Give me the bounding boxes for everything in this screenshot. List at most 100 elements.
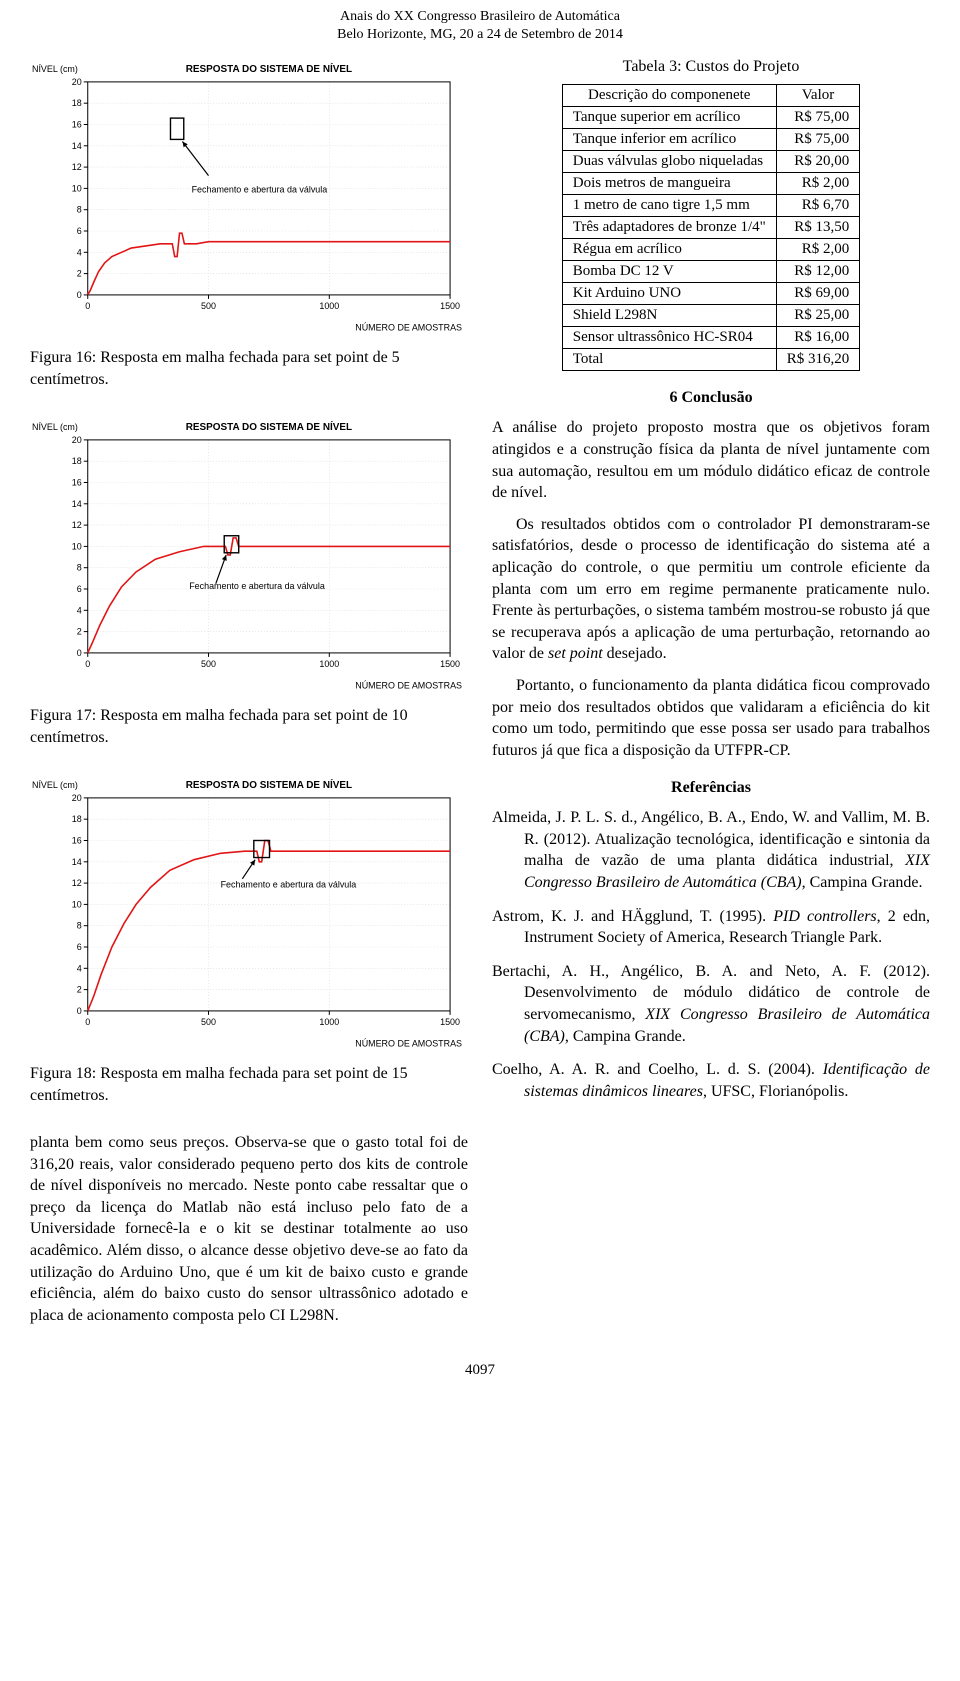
table-row: Bomba DC 12 VR$ 12,00 (562, 261, 860, 283)
svg-text:10: 10 (72, 184, 82, 194)
right-column: Tabela 3: Custos do Projeto Descrição do… (492, 58, 930, 1336)
svg-text:0: 0 (77, 648, 82, 658)
svg-text:RESPOSTA DO SISTEMA DE NÍVEL: RESPOSTA DO SISTEMA DE NÍVEL (186, 780, 352, 791)
reference-item: Astrom, K. J. and HÄgglund, T. (1995). P… (492, 906, 930, 949)
conclusion-p3: Portanto, o funcionamento da planta didá… (492, 675, 930, 761)
svg-text:20: 20 (72, 435, 82, 445)
table-cell-value: R$ 6,70 (776, 195, 860, 217)
svg-text:8: 8 (77, 563, 82, 573)
svg-text:16: 16 (72, 478, 82, 488)
svg-text:18: 18 (72, 456, 82, 466)
svg-text:2: 2 (77, 269, 82, 279)
svg-text:1500: 1500 (440, 301, 460, 311)
table-3-costs: Descrição do componenete Valor Tanque su… (562, 84, 861, 371)
table-cell-value: R$ 75,00 (776, 129, 860, 151)
table-3-head-desc: Descrição do componenete (562, 85, 776, 107)
svg-text:12: 12 (72, 520, 82, 530)
svg-text:6: 6 (77, 226, 82, 236)
svg-text:10: 10 (72, 542, 82, 552)
svg-text:500: 500 (201, 1017, 216, 1027)
table-row: Shield L298NR$ 25,00 (562, 305, 860, 327)
table-cell-desc: Dois metros de mangueira (562, 173, 776, 195)
svg-text:8: 8 (77, 205, 82, 215)
svg-text:0: 0 (85, 659, 90, 669)
table-cell-desc: Tanque inferior em acrílico (562, 129, 776, 151)
svg-text:20: 20 (72, 77, 82, 87)
reference-item: Almeida, J. P. L. S. d., Angélico, B. A.… (492, 807, 930, 893)
table-cell-desc: Duas válvulas globo niqueladas (562, 151, 776, 173)
svg-text:10: 10 (72, 900, 82, 910)
svg-text:18: 18 (72, 99, 82, 109)
table-cell-desc: Régua em acrílico (562, 239, 776, 261)
table-cell-value: R$ 13,50 (776, 217, 860, 239)
svg-text:1500: 1500 (440, 659, 460, 669)
table-cell-desc: Tanque superior em acrílico (562, 107, 776, 129)
table-3-title: Tabela 3: Custos do Projeto (492, 58, 930, 76)
reference-item: Bertachi, A. H., Angélico, B. A. and Net… (492, 961, 930, 1047)
table-cell-value: R$ 2,00 (776, 239, 860, 261)
svg-text:Fechamento e abertura da válvu: Fechamento e abertura da válvula (192, 185, 328, 195)
svg-text:18: 18 (72, 814, 82, 824)
table-row: Sensor ultrassônico HC-SR04R$ 16,00 (562, 327, 860, 349)
figure-16-caption: Figura 16: Resposta em malha fechada par… (30, 347, 468, 390)
table-cell-desc: Shield L298N (562, 305, 776, 327)
table-row: Tanque superior em acrílicoR$ 75,00 (562, 107, 860, 129)
table-row: TotalR$ 316,20 (562, 349, 860, 371)
table-cell-value: R$ 25,00 (776, 305, 860, 327)
table-row: Dois metros de mangueiraR$ 2,00 (562, 173, 860, 195)
svg-text:1000: 1000 (319, 301, 339, 311)
svg-text:4: 4 (77, 963, 82, 973)
svg-text:16: 16 (72, 120, 82, 130)
svg-text:500: 500 (201, 659, 216, 669)
table-cell-value: R$ 16,00 (776, 327, 860, 349)
table-cell-value: R$ 2,00 (776, 173, 860, 195)
svg-text:8: 8 (77, 921, 82, 931)
table-cell-desc: Três adaptadores de bronze 1/4" (562, 217, 776, 239)
table-row: Kit Arduino UNOR$ 69,00 (562, 283, 860, 305)
svg-text:20: 20 (72, 793, 82, 803)
figure-17-chart: 02468101214161820050010001500Fechamento … (30, 416, 468, 695)
svg-text:RESPOSTA DO SISTEMA DE NÍVEL: RESPOSTA DO SISTEMA DE NÍVEL (186, 422, 352, 433)
svg-text:16: 16 (72, 836, 82, 846)
table-cell-value: R$ 316,20 (776, 349, 860, 371)
table-3-head-valor: Valor (776, 85, 860, 107)
svg-text:NÍVEL (cm): NÍVEL (cm) (32, 64, 78, 74)
svg-text:4: 4 (77, 248, 82, 258)
reference-item: Coelho, A. A. R. and Coelho, L. d. S. (2… (492, 1059, 930, 1102)
table-row: 1 metro de cano tigre 1,5 mmR$ 6,70 (562, 195, 860, 217)
svg-text:NÚMERO DE AMOSTRAS: NÚMERO DE AMOSTRAS (355, 323, 462, 333)
page-number: 4097 (30, 1362, 930, 1379)
table-cell-value: R$ 69,00 (776, 283, 860, 305)
table-cell-desc: Bomba DC 12 V (562, 261, 776, 283)
svg-text:1000: 1000 (319, 1017, 339, 1027)
conclusion-p2: Os resultados obtidos com o controlador … (492, 514, 930, 665)
svg-text:Fechamento e abertura da válvu: Fechamento e abertura da válvula (189, 581, 325, 591)
svg-text:12: 12 (72, 878, 82, 888)
svg-text:1500: 1500 (440, 1017, 460, 1027)
table-row: Régua em acrílicoR$ 2,00 (562, 239, 860, 261)
table-cell-desc: Sensor ultrassônico HC-SR04 (562, 327, 776, 349)
left-continuation-paragraph: planta bem como seus preços. Observa-se … (30, 1132, 468, 1326)
two-column-layout: 02468101214161820050010001500Fechamento … (30, 58, 930, 1336)
table-cell-desc: Kit Arduino UNO (562, 283, 776, 305)
svg-text:1000: 1000 (319, 659, 339, 669)
figure-17-caption: Figura 17: Resposta em malha fechada par… (30, 705, 468, 748)
svg-text:0: 0 (85, 1017, 90, 1027)
svg-text:500: 500 (201, 301, 216, 311)
left-column: 02468101214161820050010001500Fechamento … (30, 58, 468, 1336)
svg-text:NÍVEL (cm): NÍVEL (cm) (32, 780, 78, 790)
conclusion-p1: A análise do projeto proposto mostra que… (492, 417, 930, 503)
section-conclusion-title: 6 Conclusão (492, 389, 930, 407)
header-line2: Belo Horizonte, MG, 20 a 24 de Setembro … (30, 26, 930, 44)
figure-16-chart: 02468101214161820050010001500Fechamento … (30, 58, 468, 337)
running-header: Anais do XX Congresso Brasileiro de Auto… (30, 0, 930, 58)
header-line1: Anais do XX Congresso Brasileiro de Auto… (30, 8, 930, 26)
svg-text:6: 6 (77, 584, 82, 594)
section-references-title: Referências (492, 779, 930, 797)
figure-18-chart: 02468101214161820050010001500Fechamento … (30, 774, 468, 1053)
svg-text:2: 2 (77, 985, 82, 995)
svg-text:2: 2 (77, 627, 82, 637)
svg-text:12: 12 (72, 162, 82, 172)
svg-text:0: 0 (77, 290, 82, 300)
table-cell-value: R$ 20,00 (776, 151, 860, 173)
